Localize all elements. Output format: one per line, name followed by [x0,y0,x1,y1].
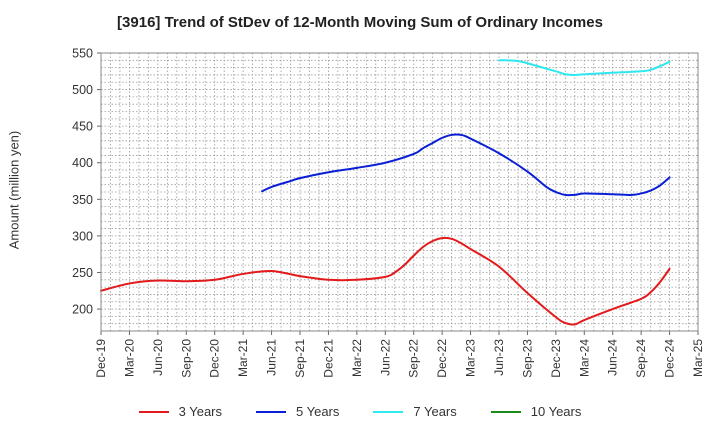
x-tick-label: Mar-25 [691,339,705,377]
y-tick-label: 450 [72,120,93,134]
x-tick-label: Dec-24 [663,339,677,378]
x-tick-label: Jun-24 [606,339,620,376]
y-tick-label: 550 [72,47,93,61]
x-tick-label: Jun-23 [492,339,506,376]
legend: 3 Years 5 Years 7 Years 10 Years [0,404,720,419]
x-tick-label: Sep-21 [293,339,307,378]
x-tick-label: Sep-24 [634,339,648,378]
x-tick-label: Jun-22 [378,339,392,376]
legend-item-5-years: 5 Years [256,404,339,419]
legend-label: 10 Years [530,404,582,419]
y-tick-label: 300 [72,229,93,243]
legend-label: 5 Years [296,404,340,419]
x-tick-label: Sep-20 [179,339,193,378]
x-tick-label: Dec-21 [321,339,335,378]
x-tick-label: Dec-20 [208,339,222,378]
legend-swatch [373,410,404,413]
y-tick-label: 250 [72,266,93,280]
x-tick-label: Mar-24 [577,339,591,377]
legend-label: 7 Years [413,404,457,419]
legend-label: 3 Years [178,404,222,419]
x-tick-label: Mar-23 [464,339,478,377]
x-tick-label: Mar-21 [236,339,250,377]
x-tick-label: Jun-21 [265,339,279,376]
x-tick-label: Jun-20 [151,339,165,376]
x-tick-label: Dec-23 [549,339,563,378]
legend-swatch [138,410,169,413]
plot-area-frame [100,52,699,332]
legend-item-3-years: 3 Years [138,404,222,419]
x-tick-label: Mar-20 [122,339,136,377]
legend-item-7-years: 7 Years [373,404,457,419]
y-tick-label: 200 [72,303,93,317]
x-tick-label: Dec-22 [435,339,449,378]
legend-item-10-years: 10 Years [490,404,582,419]
y-tick-label: 400 [72,156,93,170]
series-line-5-years [261,133,671,197]
legend-swatch [490,410,521,413]
x-tick-label: Mar-22 [350,339,364,377]
x-tick-label: Sep-23 [520,339,534,378]
x-tick-label: Dec-19 [94,339,108,378]
series-line-3-years [100,236,671,326]
y-tick-label: 500 [72,83,93,97]
legend-swatch [256,410,286,413]
x-tick-label: Sep-22 [407,339,421,378]
chart-title: [3916] Trend of StDev of 12-Month Moving… [117,14,603,31]
y-tick-label: 350 [72,193,93,207]
series-line-7-years [498,59,671,76]
